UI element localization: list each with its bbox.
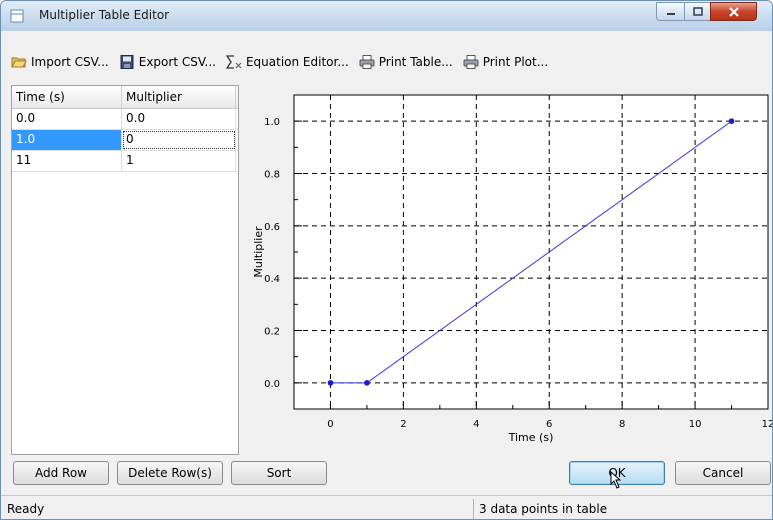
sort-button[interactable]: Sort <box>231 461 327 485</box>
x-tick-label: 6 <box>546 419 552 430</box>
x-tick-label: 0 <box>327 419 333 430</box>
folder-open-icon <box>11 57 27 68</box>
y-tick-label: 0.0 <box>264 379 280 390</box>
y-tick-label: 1.0 <box>264 117 280 128</box>
title-bar[interactable]: Multiplier Table Editor <box>1 1 772 31</box>
close-button[interactable] <box>710 2 757 21</box>
sigma-x-icon <box>225 55 242 69</box>
table-header: Time (s) Multiplier <box>12 86 238 109</box>
printer-icon <box>359 55 375 69</box>
print-table-button[interactable]: Print Table... <box>359 55 453 69</box>
add-row-button[interactable]: Add Row <box>13 461 109 485</box>
app-icon <box>10 9 24 23</box>
cancel-button[interactable]: Cancel <box>675 461 771 485</box>
floppy-disk-icon <box>120 55 134 69</box>
print-plot-button[interactable]: Print Plot... <box>463 55 548 69</box>
x-tick-label: 4 <box>473 419 479 430</box>
mouse-cursor-icon <box>610 471 621 489</box>
data-point <box>364 380 370 386</box>
print-plot-label: Print Plot... <box>482 55 549 69</box>
status-divider <box>473 499 474 519</box>
export-csv-label: Export CSV... <box>138 55 216 69</box>
table-row[interactable]: 11 1 <box>12 151 238 172</box>
multiplier-plot: 0 2 4 6 8 10 12 0.0 0.2 0.4 0.6 0.8 1.0 Time (s) Multi… <box>252 94 773 444</box>
maximize-button[interactable] <box>684 2 711 21</box>
import-csv-label: Import CSV... <box>31 55 109 69</box>
time-cell[interactable]: 11 <box>12 151 122 171</box>
table-row[interactable]: 1.0 0 <box>12 130 238 151</box>
multiplier-cell[interactable]: 0.0 <box>122 109 236 129</box>
print-table-label: Print Table... <box>378 55 453 69</box>
maximize-icon <box>685 3 710 20</box>
x-tick-label: 8 <box>619 419 625 430</box>
x-tick-label: 2 <box>400 419 406 430</box>
x-tick-label: 12 <box>762 419 773 430</box>
printer-icon <box>463 55 479 69</box>
minimize-icon <box>657 3 684 20</box>
y-tick-label: 0.8 <box>264 170 280 181</box>
data-point-count: 3 data points in table <box>479 502 608 516</box>
time-cell[interactable]: 0.0 <box>12 109 122 129</box>
multiplier-cell-editing[interactable]: 0 <box>122 130 236 150</box>
data-table[interactable]: Time (s) Multiplier 0.0 0.0 1.0 0 11 1 <box>11 85 239 455</box>
equation-editor-button[interactable]: Equation Editor... <box>225 55 349 69</box>
window-title: Multiplier Table Editor <box>39 8 170 22</box>
close-icon <box>711 3 756 20</box>
time-cell-selected[interactable]: 1.0 <box>12 130 122 150</box>
equation-editor-label: Equation Editor... <box>245 55 349 69</box>
y-tick-label: 0.6 <box>264 222 280 233</box>
x-axis-label: Time (s) <box>508 431 554 444</box>
y-axis-label: Multiplier <box>252 226 265 278</box>
export-csv-button[interactable]: Export CSV... <box>119 55 216 69</box>
toolbar: Import CSV... Export CSV... Equation Edi… <box>11 51 548 73</box>
minimize-button[interactable] <box>656 2 685 21</box>
import-csv-button[interactable]: Import CSV... <box>11 55 109 69</box>
y-tick-label: 0.4 <box>264 274 280 285</box>
status-bar: Ready 3 data points in table <box>1 495 772 519</box>
column-header-time[interactable]: Time (s) <box>12 86 122 108</box>
data-point <box>327 380 334 386</box>
data-point <box>728 118 735 124</box>
column-header-multiplier[interactable]: Multiplier <box>122 86 236 108</box>
table-row[interactable]: 0.0 0.0 <box>12 109 238 130</box>
multiplier-cell[interactable]: 1 <box>122 151 236 171</box>
y-tick-label: 0.2 <box>264 327 280 338</box>
delete-rows-button[interactable]: Delete Row(s) <box>117 461 223 485</box>
plot-area <box>293 94 769 410</box>
x-tick-label: 10 <box>689 419 702 430</box>
status-text: Ready <box>7 502 45 516</box>
